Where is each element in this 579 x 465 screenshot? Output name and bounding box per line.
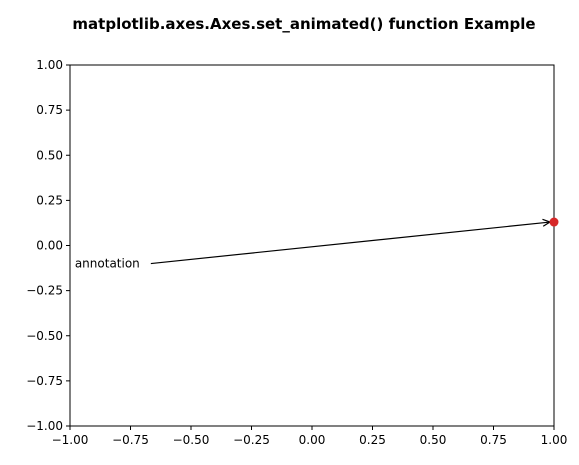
- axes-frame: [70, 65, 554, 426]
- annotation-arrow: [151, 222, 550, 264]
- x-tick-label: −0.25: [233, 433, 270, 447]
- y-tick-label: 0.75: [36, 103, 63, 117]
- x-tick-label: 0.75: [480, 433, 507, 447]
- y-tick-label: −0.25: [26, 284, 63, 298]
- annotation-group: annotation: [75, 219, 550, 270]
- y-tick-label: −0.75: [26, 374, 63, 388]
- x-tick-label: −1.00: [52, 433, 89, 447]
- x-tick-label: 1.00: [541, 433, 568, 447]
- x-tick-label: −0.75: [112, 433, 149, 447]
- y-axis-ticks: −1.00 −0.75 −0.50 −0.25 0.00 0.25 0.50 0.75 1.00: [26, 58, 70, 433]
- annotation-label: annotation: [75, 257, 140, 271]
- y-tick-label: −0.50: [26, 329, 63, 343]
- y-tick-label: 0.25: [36, 193, 63, 207]
- data-point: [550, 218, 559, 227]
- y-tick-label: 0.50: [36, 148, 63, 162]
- y-tick-label: 0.00: [36, 239, 63, 253]
- x-tick-label: 0.00: [299, 433, 326, 447]
- y-tick-label: 1.00: [36, 58, 63, 72]
- x-tick-label: 0.25: [359, 433, 386, 447]
- chart-title: matplotlib.axes.Axes.set_animated() func…: [72, 15, 535, 33]
- scatter-points: [550, 218, 559, 227]
- x-tick-label: −0.50: [173, 433, 210, 447]
- x-axis-ticks: −1.00 −0.75 −0.50 −0.25 0.00 0.25 0.50 0.75 1.00: [52, 426, 568, 447]
- x-tick-label: 0.50: [420, 433, 447, 447]
- y-tick-label: −1.00: [26, 419, 63, 433]
